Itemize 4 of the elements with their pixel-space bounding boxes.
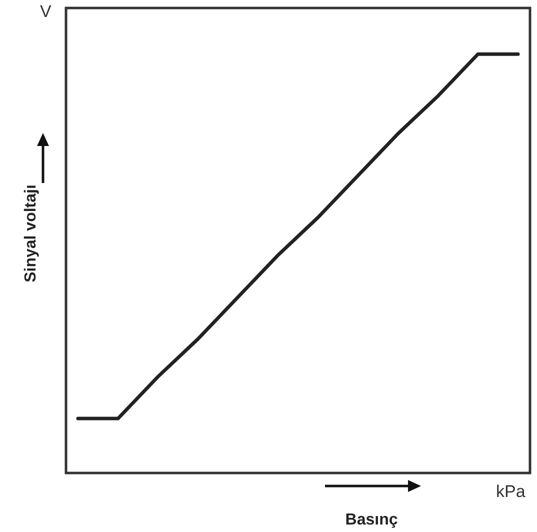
text: V	[40, 2, 52, 22]
text: kPa	[496, 482, 526, 502]
y-axis-title: Sinyal voltajı	[22, 184, 40, 282]
x-axis-title: Basınç	[345, 512, 398, 528]
